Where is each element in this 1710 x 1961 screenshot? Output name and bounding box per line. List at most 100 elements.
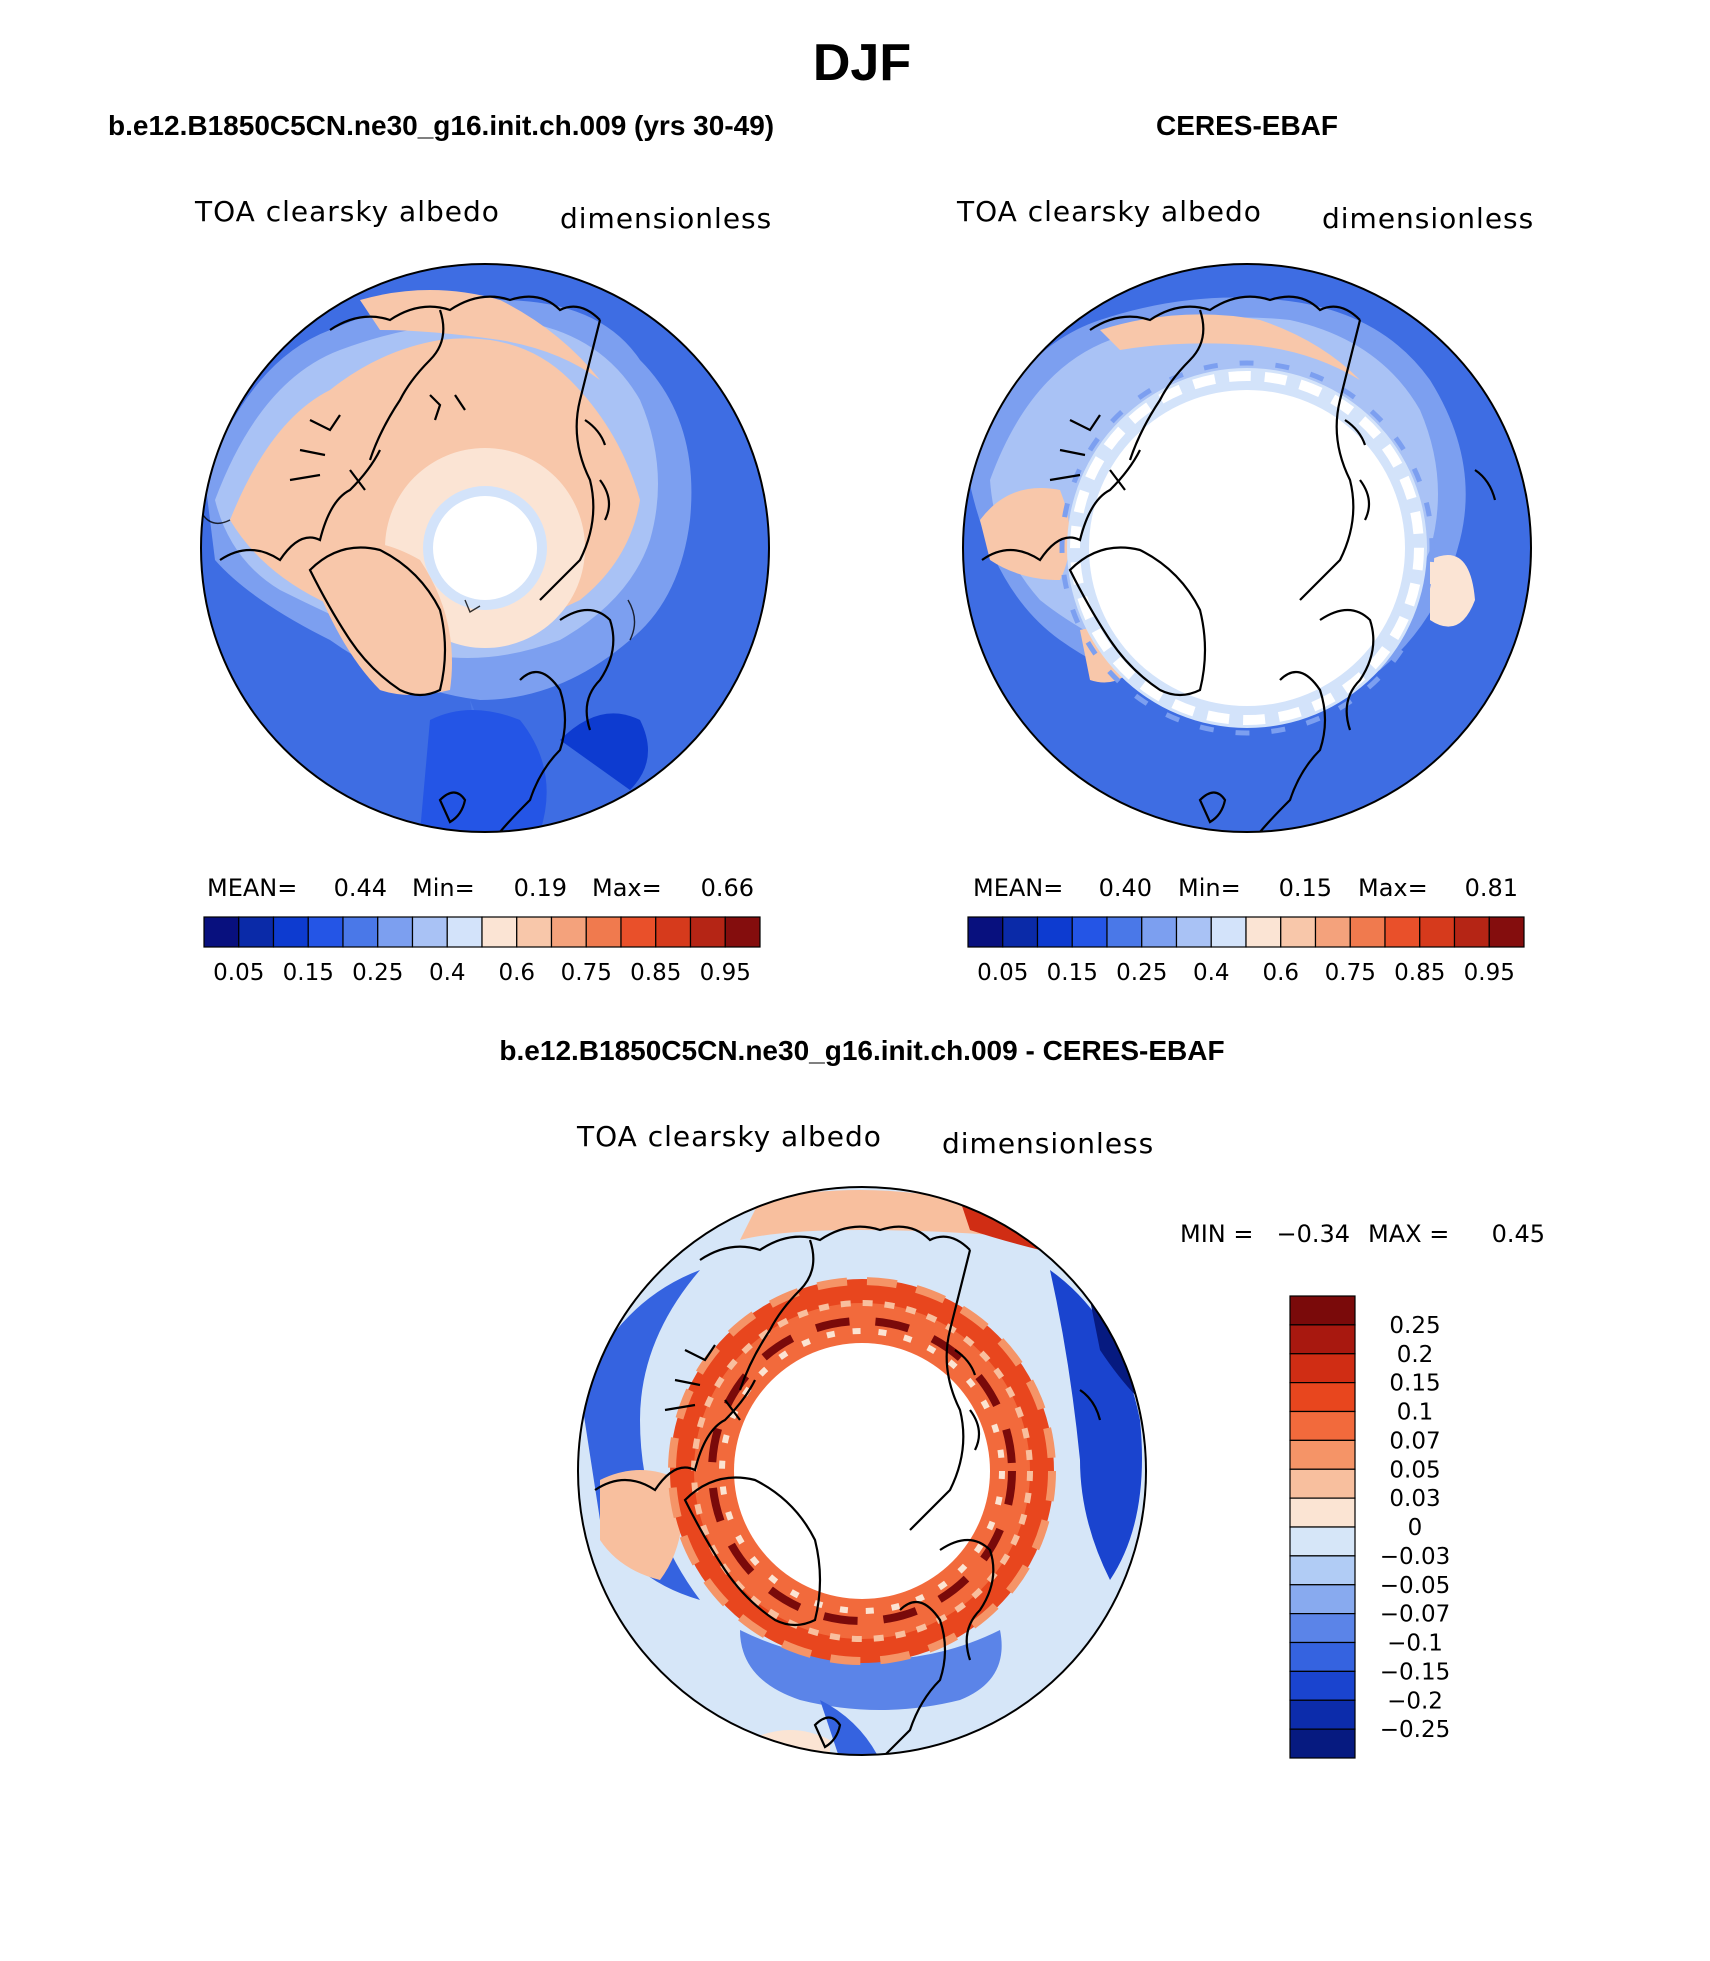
colorbar-swatch <box>1106 916 1143 948</box>
colorbar-swatch <box>1289 1584 1356 1615</box>
colorbar-tick-label: 0.95 <box>700 960 751 986</box>
colorbar-swatch <box>1289 1670 1356 1701</box>
colorbar-swatch <box>1002 916 1039 948</box>
colorbar-tick-label: 0.15 <box>283 960 334 986</box>
colorbar-swatch <box>1289 1468 1356 1499</box>
panel-diff-max-label: MAX = <box>1368 1220 1449 1248</box>
colorbar-swatch <box>238 916 275 948</box>
colorbar-tick-label: 0.07 <box>1389 1428 1440 1454</box>
panel-obs-max-value: 0.81 <box>1465 874 1518 902</box>
panel-model: b.e12.B1850C5CN.ne30_g16.init.ch.009 (yr… <box>108 110 774 986</box>
colorbar-tick-label: 0.05 <box>977 960 1028 986</box>
colorbar-swatch <box>411 916 448 948</box>
colorbar-tick-label: 0.85 <box>1394 960 1445 986</box>
colorbar-tick-label: 0.75 <box>561 960 612 986</box>
panel-obs-units: dimensionless <box>1322 202 1534 235</box>
colorbar-swatch <box>272 916 309 948</box>
colorbar-tick-label: 0.1 <box>1397 1400 1434 1426</box>
panel-model-map <box>201 264 769 832</box>
panel-diff-min-value: −0.34 <box>1276 1220 1350 1248</box>
colorbar-swatch <box>1036 916 1073 948</box>
panel-obs-map <box>963 264 1531 832</box>
colorbar-swatch <box>655 916 692 948</box>
colorbar-swatch <box>550 916 587 948</box>
colorbar-swatch <box>1280 916 1317 948</box>
colorbar-swatch <box>203 916 240 948</box>
colorbar-swatch <box>516 916 553 948</box>
colorbar-tick-label: 0.25 <box>352 960 403 986</box>
colorbar-tick-label: 0.05 <box>213 960 264 986</box>
panel-diff-min-label: MIN = <box>1180 1220 1253 1248</box>
colorbar-swatch <box>342 916 379 948</box>
colorbar-swatch <box>1419 916 1456 948</box>
panel-obs-title: CERES-EBAF <box>1156 110 1338 141</box>
panel-obs-colorbar: 0.05 0.15 0.25 0.4 0.6 0.75 0.85 0.95 <box>967 916 1525 986</box>
colorbar-swatch <box>1289 1353 1356 1384</box>
colorbar-tick-label: −0.25 <box>1380 1717 1450 1743</box>
colorbar-swatch <box>1289 1641 1356 1672</box>
colorbar-swatch <box>1245 916 1282 948</box>
colorbar-swatch <box>1384 916 1421 948</box>
panel-model-mean-value: 0.44 <box>334 874 387 902</box>
panel-obs-variable: TOA clearsky albedo <box>956 195 1262 228</box>
colorbar-swatch <box>1289 1613 1356 1644</box>
colorbar-swatch <box>1289 1728 1356 1759</box>
colorbar-swatch <box>1349 916 1386 948</box>
panel-model-title: b.e12.B1850C5CN.ne30_g16.init.ch.009 (yr… <box>108 110 774 141</box>
colorbar-swatch <box>1314 916 1351 948</box>
panel-diff-colorbar: 0.25 0.2 0.15 0.10.07 0.05 0.03 0 −0.03 −0.05 −0.… <box>1289 1295 1450 1759</box>
colorbar-swatch <box>1289 1410 1356 1441</box>
colorbar-tick-label: 0.25 <box>1116 960 1167 986</box>
panel-obs-mean-label: MEAN= <box>973 874 1063 902</box>
panel-obs: CERES-EBAF TOA clearsky albedo dimension… <box>956 110 1534 986</box>
panel-obs-max-label: Max= <box>1358 874 1428 902</box>
colorbar-swatch <box>307 916 344 948</box>
colorbar-swatch <box>1175 916 1212 948</box>
panel-model-mean-label: MEAN= <box>207 874 297 902</box>
figure-title: DJF <box>813 34 911 92</box>
colorbar-tick-label: 0.15 <box>1047 960 1098 986</box>
panel-model-units: dimensionless <box>560 202 772 235</box>
colorbar-swatch <box>689 916 726 948</box>
colorbar-swatch <box>1289 1497 1356 1528</box>
colorbar-tick-label: −0.07 <box>1380 1602 1450 1628</box>
colorbar-swatch <box>1210 916 1247 948</box>
colorbar-swatch <box>967 916 1004 948</box>
panel-model-max-value: 0.66 <box>701 874 754 902</box>
colorbar-swatch <box>1289 1295 1356 1326</box>
colorbar-tick-label: −0.15 <box>1380 1659 1450 1685</box>
colorbar-tick-label: 0.95 <box>1464 960 1515 986</box>
panel-obs-min-value: 0.15 <box>1279 874 1332 902</box>
panel-model-colorbar: 0.05 0.15 0.25 0.4 0.6 0.75 0.85 0.95 <box>203 916 761 986</box>
colorbar-tick-label: 0.85 <box>630 960 681 986</box>
colorbar-tick-label: −0.1 <box>1387 1631 1443 1657</box>
colorbar-swatch <box>1453 916 1490 948</box>
colorbar-swatch <box>585 916 622 948</box>
panel-diff-units: dimensionless <box>942 1127 1154 1160</box>
panel-diff-variable: TOA clearsky albedo <box>576 1120 882 1153</box>
panel-obs-min-label: Min= <box>1178 874 1241 902</box>
colorbar-swatch <box>1289 1699 1356 1730</box>
colorbar-swatch <box>1141 916 1178 948</box>
colorbar-tick-label: 0.4 <box>429 960 466 986</box>
panel-obs-mean-value: 0.40 <box>1099 874 1152 902</box>
colorbar-tick-label: 0.15 <box>1389 1371 1440 1397</box>
colorbar-tick-label: 0.03 <box>1389 1486 1440 1512</box>
colorbar-swatch <box>377 916 414 948</box>
colorbar-swatch <box>1289 1439 1356 1470</box>
colorbar-tick-label: 0.4 <box>1193 960 1230 986</box>
colorbar-tick-label: −0.2 <box>1387 1688 1443 1714</box>
panel-model-max-label: Max= <box>592 874 662 902</box>
panel-diff-max-value: 0.45 <box>1492 1220 1545 1248</box>
panel-model-min-value: 0.19 <box>514 874 567 902</box>
colorbar-tick-label: 0.2 <box>1397 1342 1434 1368</box>
panel-model-min-label: Min= <box>412 874 475 902</box>
colorbar-swatch <box>1289 1382 1356 1413</box>
colorbar-swatch <box>446 916 483 948</box>
colorbar-tick-label: 0.6 <box>498 960 535 986</box>
colorbar-swatch <box>481 916 518 948</box>
panel-model-variable: TOA clearsky albedo <box>194 195 500 228</box>
colorbar-swatch <box>1071 916 1108 948</box>
colorbar-tick-label: −0.03 <box>1380 1544 1450 1570</box>
